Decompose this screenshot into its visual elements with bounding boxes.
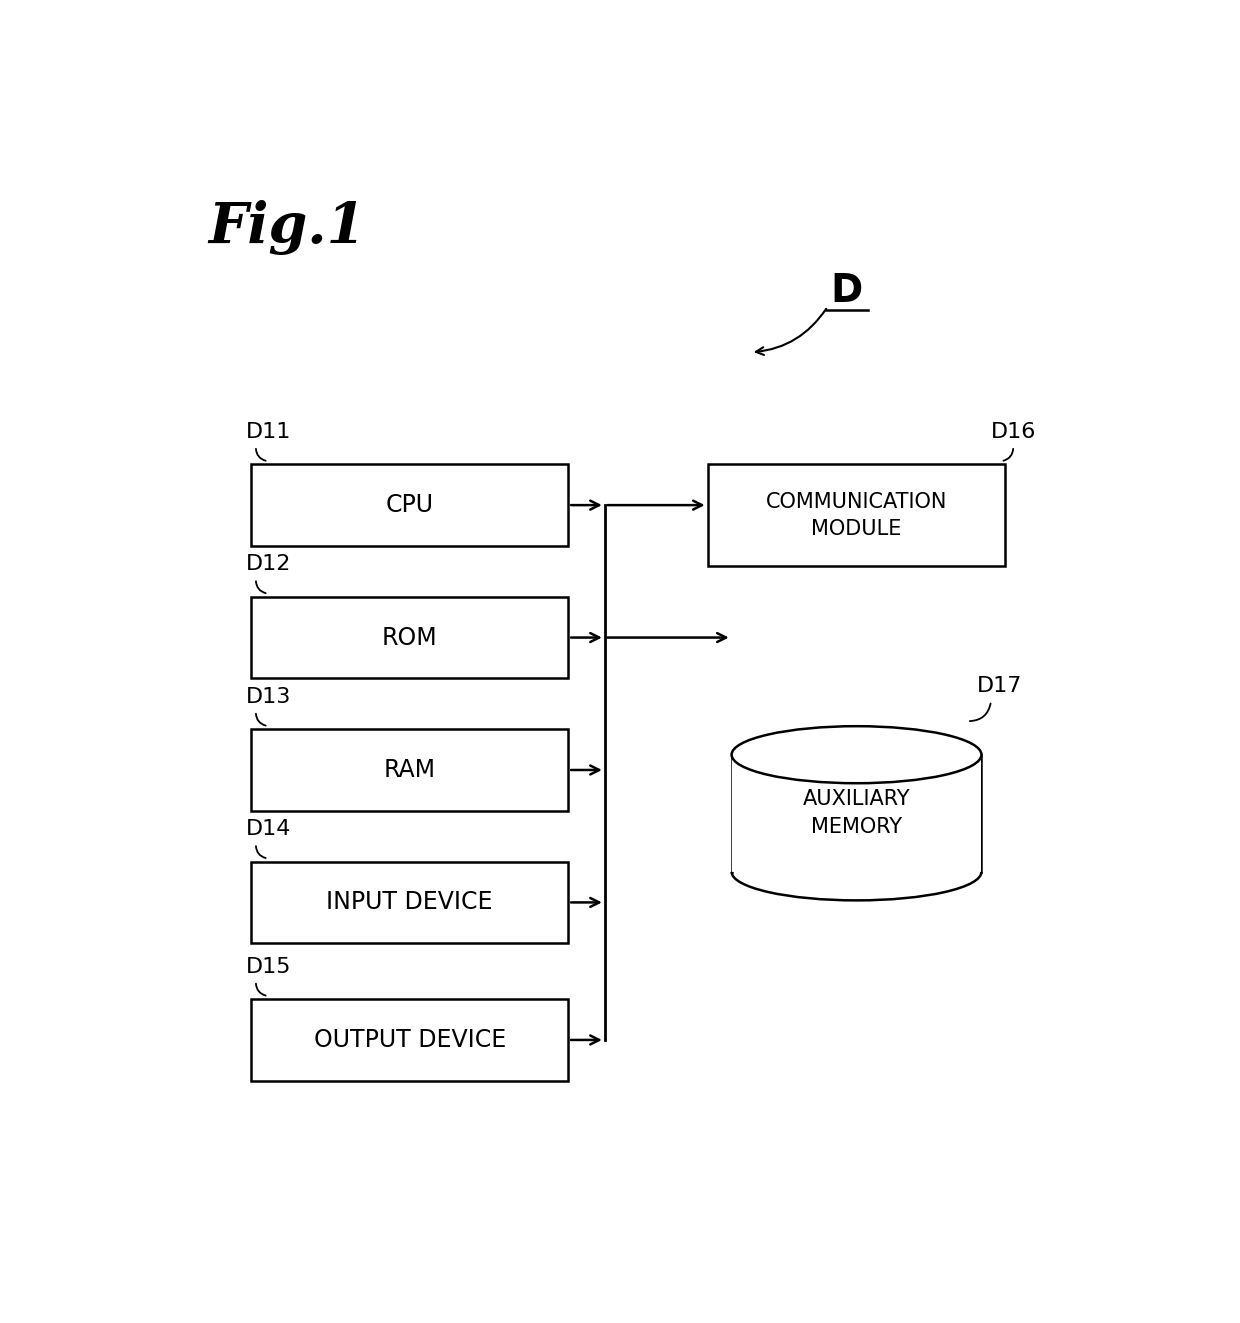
- Text: RAM: RAM: [383, 758, 435, 782]
- Text: D: D: [831, 273, 863, 310]
- Text: D12: D12: [247, 554, 291, 574]
- Bar: [250, 861, 568, 943]
- Text: COMMUNICATION
MODULE: COMMUNICATION MODULE: [766, 492, 947, 538]
- Bar: [732, 754, 982, 872]
- Text: D16: D16: [991, 422, 1037, 442]
- Bar: [250, 597, 568, 679]
- Text: D14: D14: [247, 819, 291, 839]
- Text: D17: D17: [977, 676, 1022, 696]
- Text: D15: D15: [247, 957, 291, 976]
- Text: AUXILIARY
MEMORY: AUXILIARY MEMORY: [802, 790, 910, 837]
- Text: OUTPUT DEVICE: OUTPUT DEVICE: [314, 1028, 506, 1052]
- Text: D13: D13: [247, 687, 291, 706]
- Text: INPUT DEVICE: INPUT DEVICE: [326, 890, 494, 914]
- Text: D11: D11: [247, 422, 291, 442]
- Bar: [250, 729, 568, 811]
- Bar: [250, 464, 568, 546]
- Bar: [250, 999, 568, 1081]
- Bar: [708, 464, 1006, 566]
- Text: ROM: ROM: [382, 626, 438, 650]
- Ellipse shape: [732, 726, 982, 783]
- Text: Fig.1: Fig.1: [208, 200, 365, 254]
- Text: CPU: CPU: [386, 493, 434, 517]
